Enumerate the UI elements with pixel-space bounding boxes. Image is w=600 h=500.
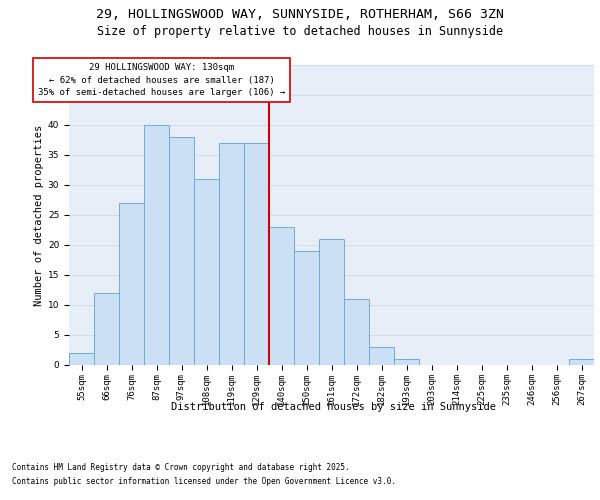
Bar	[119, 203, 144, 365]
Text: Distribution of detached houses by size in Sunnyside: Distribution of detached houses by size …	[170, 402, 496, 412]
Bar	[269, 227, 294, 365]
Bar	[194, 179, 219, 365]
Bar	[169, 137, 194, 365]
Text: 29 HOLLINGSWOOD WAY: 130sqm
← 62% of detached houses are smaller (187)
35% of se: 29 HOLLINGSWOOD WAY: 130sqm ← 62% of det…	[38, 63, 285, 97]
Text: Contains public sector information licensed under the Open Government Licence v3: Contains public sector information licen…	[12, 478, 396, 486]
Bar	[219, 143, 244, 365]
Text: Size of property relative to detached houses in Sunnyside: Size of property relative to detached ho…	[97, 25, 503, 38]
Bar	[569, 359, 594, 365]
Text: 29, HOLLINGSWOOD WAY, SUNNYSIDE, ROTHERHAM, S66 3ZN: 29, HOLLINGSWOOD WAY, SUNNYSIDE, ROTHERH…	[96, 8, 504, 20]
Bar	[294, 251, 319, 365]
Bar	[69, 353, 94, 365]
Bar	[244, 143, 269, 365]
Bar	[319, 239, 344, 365]
Bar	[369, 347, 394, 365]
Bar	[94, 293, 119, 365]
Text: Contains HM Land Registry data © Crown copyright and database right 2025.: Contains HM Land Registry data © Crown c…	[12, 462, 350, 471]
Bar	[344, 299, 369, 365]
Bar	[144, 125, 169, 365]
Bar	[394, 359, 419, 365]
Y-axis label: Number of detached properties: Number of detached properties	[34, 124, 44, 306]
